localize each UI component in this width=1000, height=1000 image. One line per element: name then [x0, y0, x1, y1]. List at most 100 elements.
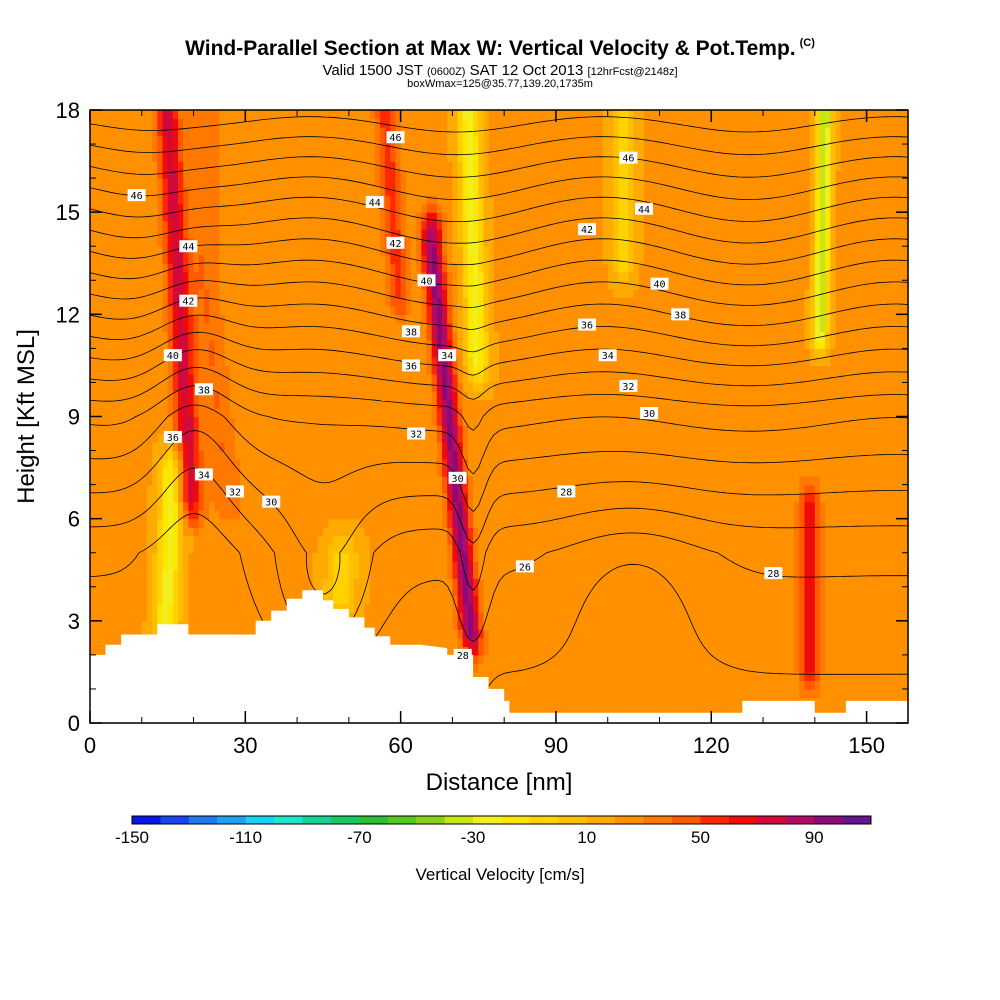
heat-cell	[431, 178, 438, 188]
heat-cell	[219, 416, 226, 426]
heat-cell	[354, 118, 360, 128]
heat-cell	[224, 544, 231, 554]
heat-cell	[260, 382, 267, 392]
heat-cell	[121, 416, 127, 426]
heat-cell	[167, 382, 174, 392]
heat-cell	[410, 510, 417, 520]
heat-cell	[167, 552, 174, 562]
heat-cell	[416, 620, 422, 630]
heat-cell	[286, 493, 293, 503]
heat-cell	[250, 144, 257, 154]
heat-cell	[260, 356, 267, 367]
heat-cell	[115, 246, 122, 256]
heat-cell	[162, 203, 169, 213]
heat-cell	[322, 484, 329, 494]
heat-cell	[286, 271, 293, 281]
heat-cell	[307, 510, 314, 520]
heat-cell	[359, 339, 365, 349]
heat-cell	[312, 254, 319, 264]
heat-cell	[276, 527, 283, 537]
heat-cell	[395, 169, 402, 179]
heat-cell	[146, 356, 153, 367]
heat-cell	[400, 390, 407, 401]
heat-cell	[90, 561, 96, 571]
heat-cell	[369, 425, 376, 435]
heat-cell	[364, 314, 371, 324]
heat-cell	[121, 442, 127, 452]
heat-cell	[245, 561, 252, 571]
heat-cell	[126, 416, 133, 426]
heat-cell	[121, 212, 127, 222]
heat-cell	[405, 501, 412, 511]
heat-cell	[146, 433, 153, 443]
heat-cell	[136, 390, 143, 401]
heat-cell	[162, 544, 169, 554]
heat-cell	[157, 467, 164, 477]
heat-cell	[95, 569, 101, 579]
heat-cell	[115, 331, 122, 341]
heat-cell	[224, 237, 231, 247]
heat-cell	[416, 161, 422, 171]
heat-cell	[436, 637, 443, 647]
heat-cell	[395, 263, 402, 273]
heat-cell	[100, 501, 107, 511]
heat-cell	[152, 220, 158, 230]
heat-cell	[374, 586, 381, 596]
heat-cell	[348, 603, 355, 613]
heat-cell	[183, 161, 189, 171]
heat-cell	[255, 161, 262, 171]
heat-cell	[431, 203, 438, 213]
heat-cell	[271, 382, 277, 392]
heat-cell	[162, 595, 169, 605]
heat-cell	[141, 382, 148, 392]
heat-cell	[152, 186, 158, 196]
heat-cell	[136, 510, 143, 520]
heat-cell	[312, 186, 319, 196]
heat-cell	[374, 212, 381, 222]
heat-cell	[255, 390, 262, 401]
heat-cell	[426, 229, 433, 239]
heat-cell	[100, 195, 107, 205]
heat-cell	[281, 586, 288, 596]
heat-cell	[266, 152, 272, 162]
heat-cell	[162, 407, 169, 418]
heat-cell	[410, 535, 417, 545]
heat-cell	[183, 254, 189, 264]
heat-cell	[95, 127, 101, 137]
heat-cell	[157, 135, 164, 145]
heat-cell	[95, 169, 101, 179]
heat-cell	[141, 518, 148, 528]
heat-cell	[291, 322, 298, 332]
heat-cell	[234, 348, 241, 358]
heat-cell	[167, 186, 174, 196]
heat-cell	[229, 382, 236, 392]
heat-cell	[224, 186, 231, 196]
heat-cell	[245, 510, 252, 520]
heat-cell	[193, 203, 200, 213]
heat-cell	[312, 220, 319, 230]
heat-cell	[405, 314, 412, 324]
heat-cell	[302, 220, 309, 230]
heat-cell	[307, 288, 314, 298]
heat-cell	[219, 203, 226, 213]
heat-cell	[297, 314, 303, 324]
heat-cell	[281, 118, 288, 128]
heat-cell	[172, 425, 179, 435]
heat-cell	[193, 407, 200, 418]
heat-cell	[442, 135, 448, 145]
heat-cell	[167, 356, 174, 367]
heat-cell	[302, 246, 309, 256]
heat-cell	[400, 569, 407, 579]
heat-cell	[354, 254, 360, 264]
heat-cell	[322, 110, 329, 120]
heat-cell	[260, 186, 267, 196]
heat-cell	[442, 144, 448, 154]
heat-cell	[162, 586, 169, 596]
heat-cell	[136, 237, 143, 247]
heat-cell	[281, 442, 288, 452]
heat-cell	[121, 254, 127, 264]
heat-cell	[359, 535, 365, 545]
heat-cell	[281, 220, 288, 230]
heat-cell	[90, 595, 96, 605]
heat-cell	[359, 161, 365, 171]
